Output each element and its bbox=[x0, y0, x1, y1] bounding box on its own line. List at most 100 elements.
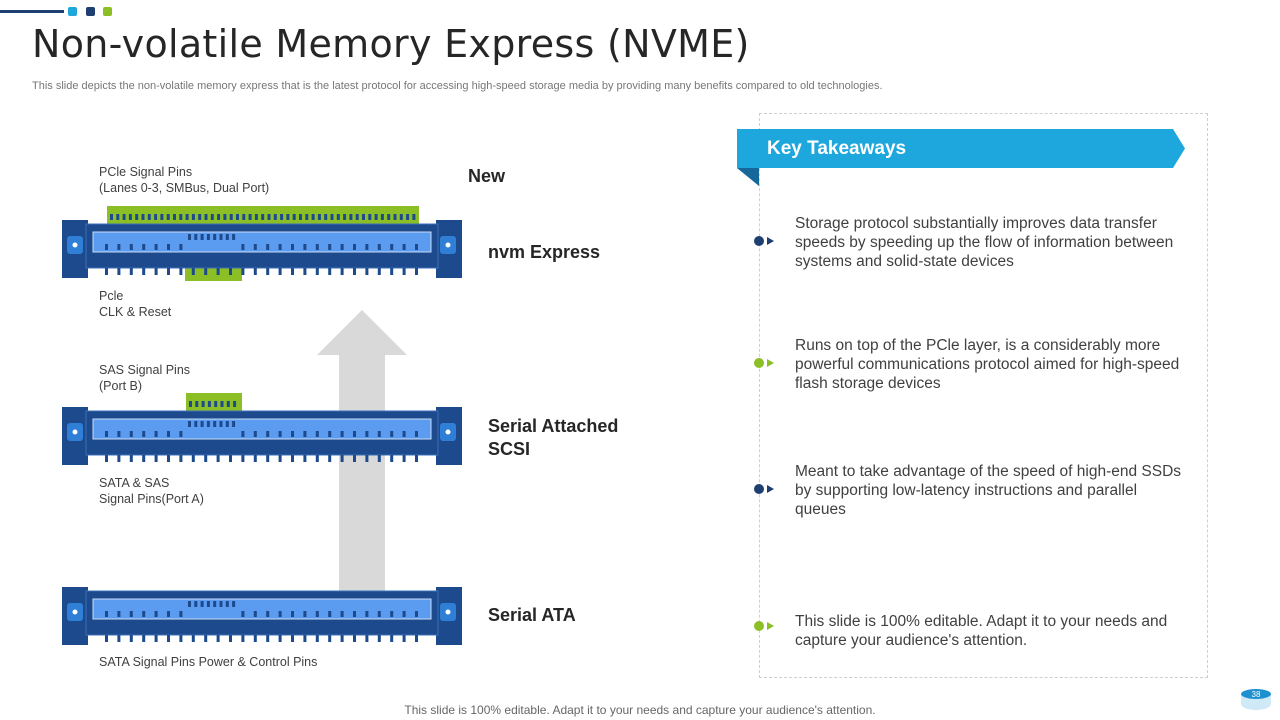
pin bbox=[179, 455, 183, 462]
pin bbox=[374, 214, 378, 220]
takeaway-item: Meant to take advantage of the speed of … bbox=[795, 463, 1182, 518]
pin bbox=[315, 455, 319, 462]
pin bbox=[340, 611, 344, 617]
pin bbox=[377, 635, 381, 642]
pin bbox=[330, 214, 334, 220]
pin bbox=[129, 268, 133, 275]
pin bbox=[117, 611, 121, 617]
bullet-dot-icon bbox=[754, 236, 764, 246]
pin bbox=[179, 611, 183, 617]
page-number: 38 bbox=[1252, 690, 1261, 699]
pin bbox=[179, 268, 183, 275]
pin bbox=[353, 244, 356, 250]
page-title: Non-volatile Memory Express (NVME) bbox=[32, 22, 750, 66]
connector-3-slot bbox=[92, 598, 432, 620]
pin bbox=[229, 455, 232, 462]
pin bbox=[216, 635, 220, 642]
pin bbox=[223, 214, 227, 220]
page-subtitle: This slide depicts the non-volatile memo… bbox=[32, 80, 883, 92]
pin bbox=[135, 214, 139, 220]
pin bbox=[200, 421, 204, 427]
pin bbox=[204, 268, 208, 275]
pin bbox=[241, 431, 245, 437]
pin bbox=[303, 611, 307, 617]
pin bbox=[142, 431, 146, 437]
pin bbox=[206, 421, 210, 427]
pin bbox=[362, 214, 365, 220]
pin bbox=[253, 431, 257, 437]
connector-1-bottom-label: Pcle CLK & Reset bbox=[99, 289, 172, 319]
pin bbox=[191, 214, 195, 220]
pin bbox=[154, 455, 158, 462]
pin bbox=[204, 635, 208, 642]
pin bbox=[254, 214, 258, 220]
pin bbox=[191, 455, 195, 462]
pin bbox=[154, 268, 158, 275]
pin bbox=[117, 635, 121, 642]
mount-hole-dot bbox=[445, 429, 451, 435]
pin bbox=[129, 431, 133, 437]
pin bbox=[340, 455, 344, 462]
pin bbox=[377, 244, 381, 250]
pin bbox=[315, 244, 319, 250]
pin bbox=[241, 611, 245, 617]
connector-1-top-label: PCle Signal Pins (Lanes 0-3, SMBus, Dual … bbox=[99, 165, 270, 195]
pin bbox=[200, 601, 204, 607]
pin bbox=[142, 611, 146, 617]
tier-label-sata: Serial ATA bbox=[488, 605, 576, 625]
footer-text: This slide is 100% editable. Adapt it to… bbox=[404, 703, 876, 717]
pin bbox=[204, 455, 208, 462]
pin bbox=[343, 214, 347, 220]
pin bbox=[415, 431, 418, 437]
pin bbox=[242, 214, 246, 220]
page-number-badge: 38 bbox=[1241, 689, 1271, 710]
pin bbox=[105, 611, 108, 617]
pin bbox=[110, 214, 113, 220]
tier-label-sas: Serial Attached SCSI bbox=[488, 416, 619, 459]
bullet-arrow-icon bbox=[767, 237, 774, 245]
pin bbox=[365, 455, 369, 462]
pin bbox=[142, 455, 146, 462]
pin bbox=[278, 244, 282, 250]
pin bbox=[194, 234, 198, 240]
pin bbox=[201, 401, 205, 407]
tier-label-nvm-express: nvm Express bbox=[488, 242, 601, 262]
pin bbox=[253, 455, 257, 462]
bullet-arrow-icon bbox=[767, 622, 774, 630]
pin bbox=[225, 234, 229, 240]
pin bbox=[128, 214, 132, 220]
pin bbox=[390, 244, 394, 250]
pin bbox=[105, 635, 108, 642]
pin bbox=[365, 611, 369, 617]
banner-fold bbox=[737, 168, 759, 186]
pin bbox=[355, 214, 359, 220]
bullet-arrow-icon bbox=[767, 485, 774, 493]
pin bbox=[253, 268, 257, 275]
connector-diagram bbox=[62, 206, 462, 645]
mount-hole-dot bbox=[445, 609, 451, 615]
pin bbox=[167, 635, 170, 642]
pin bbox=[377, 431, 381, 437]
pin bbox=[278, 268, 282, 275]
pin bbox=[253, 635, 257, 642]
pin bbox=[241, 244, 245, 250]
pin bbox=[412, 214, 416, 220]
pin bbox=[191, 635, 195, 642]
pin bbox=[154, 635, 158, 642]
pin bbox=[311, 214, 315, 220]
pin bbox=[179, 214, 183, 220]
pin bbox=[402, 455, 406, 462]
pin bbox=[291, 611, 294, 617]
pin bbox=[160, 214, 164, 220]
pin bbox=[194, 601, 198, 607]
pin bbox=[377, 268, 381, 275]
pin bbox=[213, 234, 217, 240]
pin bbox=[353, 455, 356, 462]
mount-hole-dot bbox=[72, 242, 78, 248]
pin bbox=[179, 244, 183, 250]
pin bbox=[195, 401, 199, 407]
pin bbox=[266, 455, 270, 462]
pin bbox=[278, 635, 282, 642]
pin bbox=[377, 455, 381, 462]
pin bbox=[117, 455, 121, 462]
